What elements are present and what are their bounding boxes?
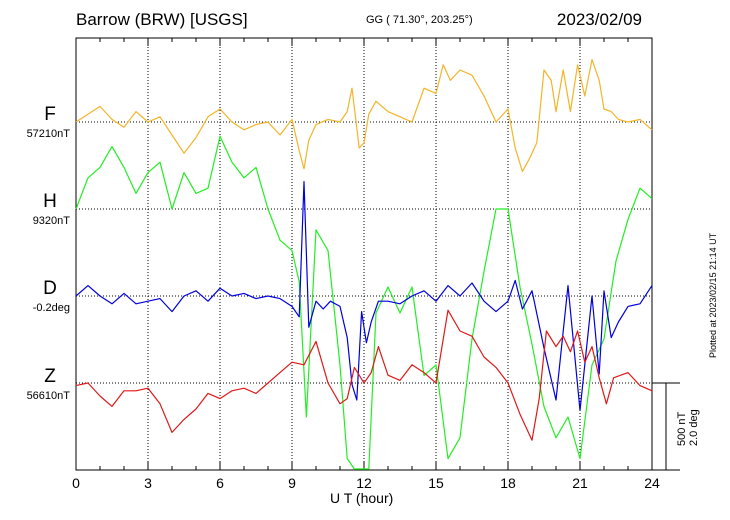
series-f-line <box>75 58 653 172</box>
series-f-baseline: 57210nT <box>26 128 70 140</box>
series-h-baseline: 9320nT <box>32 215 70 227</box>
geographic-coordinates: GG ( 71.30°, 203.25°) <box>366 14 473 26</box>
series-h-name: H <box>43 191 57 212</box>
series-h-line <box>75 135 653 470</box>
x-tick-label: 15 <box>428 475 444 491</box>
x-tick-label: 0 <box>72 475 80 491</box>
series-d-baseline: -0.2deg <box>32 302 70 314</box>
x-tick-label: 24 <box>644 475 660 491</box>
x-axis-label: U T (hour) <box>330 490 394 506</box>
x-tick-label: 12 <box>356 475 372 491</box>
series-z-baseline: 56610nT <box>26 390 70 402</box>
x-tick-label: 18 <box>500 475 516 491</box>
series-d-name: D <box>43 278 57 299</box>
x-tick-label: 3 <box>144 475 152 491</box>
station-title: Barrow (BRW) [USGS] <box>76 10 248 29</box>
plotted-timestamp: Plotted at 2023/02/15 21:14 UT <box>708 232 718 358</box>
date-label: 2023/02/09 <box>556 10 642 29</box>
series-d-line <box>75 181 653 411</box>
series-z-name: Z <box>44 366 56 387</box>
x-tick-label: 9 <box>288 475 296 491</box>
x-tick-label: 21 <box>572 475 588 491</box>
series-f-name: F <box>44 104 56 125</box>
x-tick-label: 6 <box>216 475 224 491</box>
scale-deg-label: 2.0 deg <box>688 409 700 446</box>
series-z-line <box>75 309 653 441</box>
scale-nt-label: 500 nT <box>676 411 688 446</box>
